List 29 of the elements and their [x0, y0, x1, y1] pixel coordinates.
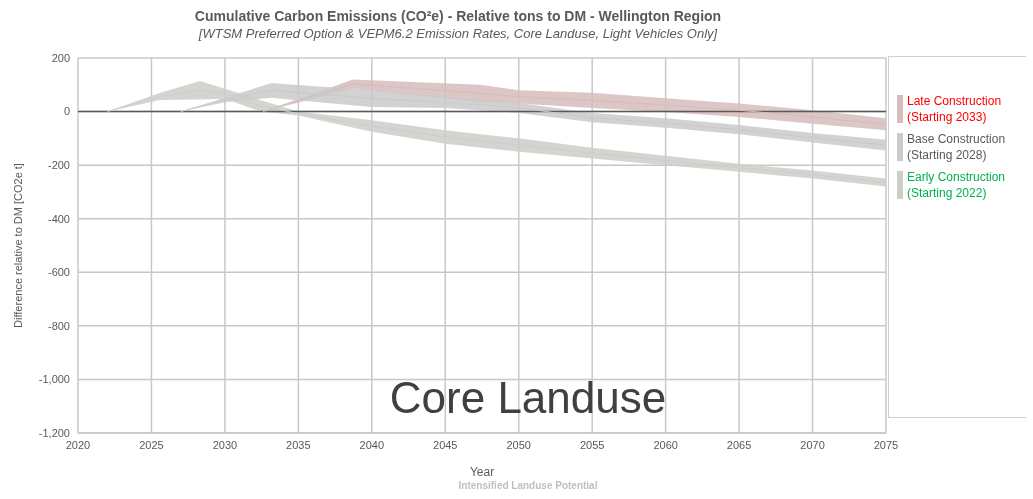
y-tick-label: -1,200 — [38, 426, 70, 439]
x-tick-label: 2065 — [726, 438, 752, 451]
legend-label: Base Construction (Starting 2028) — [907, 131, 1007, 163]
x-axis-title: Year — [469, 465, 495, 479]
annotation: Core Landuse — [388, 373, 668, 423]
chart-subtitle: [WTSM Preferred Option & VEPM6.2 Emission Rates, Core Landuse, Light Vehicles Only] — [197, 26, 719, 41]
x-tick-label: 2020 — [65, 438, 91, 451]
chart-title: Cumulative Carbon Emissions (CO²e) - Relative tons to DM - Wellington Region — [193, 8, 723, 24]
x-tick-label: 2030 — [212, 438, 238, 451]
y-tick-label: -800 — [47, 319, 70, 332]
x-tick-label: 2070 — [800, 438, 825, 451]
y-axis-title: Difference relative to DM [CO2e t] — [11, 163, 24, 328]
x-tick-label: 2075 — [873, 438, 899, 451]
x-tick-label: 2045 — [433, 438, 458, 451]
x-tick-label: 2060 — [653, 438, 678, 451]
text: Intensified Landuse Potential — [457, 480, 599, 491]
legend-label: Late Construction (Starting 2033) — [907, 93, 1003, 125]
x-tick-label: 2025 — [139, 438, 164, 451]
y-tick-label: -200 — [47, 159, 70, 172]
y-tick-label: -400 — [47, 212, 70, 225]
y-tick-label: -1,000 — [38, 373, 70, 386]
legend-label: Early Construction (Starting 2022) — [907, 169, 1007, 201]
x-tick-label: 2055 — [579, 438, 605, 451]
y-tick-label: -600 — [47, 266, 70, 279]
x-tick-label: 2050 — [506, 438, 531, 451]
x-tick-label: 2035 — [286, 438, 311, 451]
y-tick-label: 200 — [51, 51, 70, 64]
y-tick-label: 0 — [63, 105, 70, 118]
x-tick-label: 2040 — [359, 438, 385, 451]
